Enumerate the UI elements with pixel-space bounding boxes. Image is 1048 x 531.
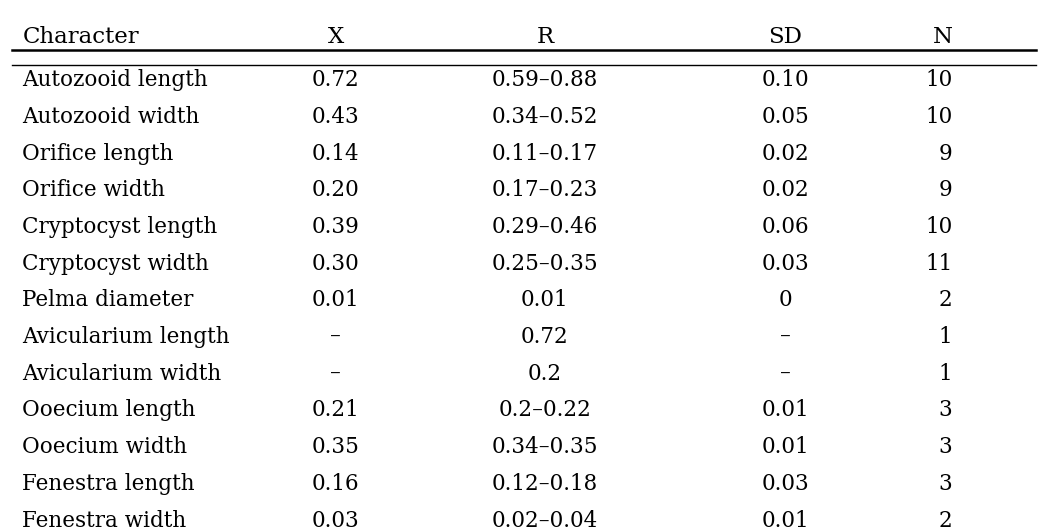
Text: 0.01: 0.01	[312, 289, 359, 312]
Text: Avicularium length: Avicularium length	[22, 326, 230, 348]
Text: 0.06: 0.06	[762, 216, 809, 238]
Text: 0.14: 0.14	[312, 143, 359, 165]
Text: 0.02–0.04: 0.02–0.04	[492, 510, 598, 531]
Text: X: X	[328, 26, 344, 48]
Text: 3: 3	[939, 436, 953, 458]
Text: 10: 10	[925, 106, 953, 128]
Text: –: –	[330, 363, 342, 385]
Text: Pelma diameter: Pelma diameter	[22, 289, 194, 312]
Text: 0.10: 0.10	[762, 70, 809, 91]
Text: 0.02: 0.02	[762, 143, 809, 165]
Text: 0.01: 0.01	[762, 510, 809, 531]
Text: 0.12–0.18: 0.12–0.18	[492, 473, 598, 495]
Text: 0.34–0.52: 0.34–0.52	[492, 106, 598, 128]
Text: 0.16: 0.16	[312, 473, 359, 495]
Text: 0.03: 0.03	[312, 510, 359, 531]
Text: –: –	[780, 326, 791, 348]
Text: N: N	[933, 26, 953, 48]
Text: 0.01: 0.01	[762, 399, 809, 422]
Text: 3: 3	[939, 399, 953, 422]
Text: 9: 9	[939, 143, 953, 165]
Text: –: –	[330, 326, 342, 348]
Text: SD: SD	[768, 26, 803, 48]
Text: Autozooid width: Autozooid width	[22, 106, 200, 128]
Text: 0.2: 0.2	[528, 363, 562, 385]
Text: 1: 1	[939, 363, 953, 385]
Text: 11: 11	[925, 253, 953, 275]
Text: 0.72: 0.72	[312, 70, 359, 91]
Text: 0.03: 0.03	[762, 253, 809, 275]
Text: Orifice length: Orifice length	[22, 143, 174, 165]
Text: 10: 10	[925, 216, 953, 238]
Text: 0.59–0.88: 0.59–0.88	[492, 70, 598, 91]
Text: 2: 2	[939, 289, 953, 312]
Text: 0.30: 0.30	[312, 253, 359, 275]
Text: 0.34–0.35: 0.34–0.35	[492, 436, 598, 458]
Text: 0.03: 0.03	[762, 473, 809, 495]
Text: 0.25–0.35: 0.25–0.35	[492, 253, 598, 275]
Text: 0.11–0.17: 0.11–0.17	[492, 143, 598, 165]
Text: Autozooid length: Autozooid length	[22, 70, 209, 91]
Text: 1: 1	[939, 326, 953, 348]
Text: Fenestra width: Fenestra width	[22, 510, 187, 531]
Text: 0.17–0.23: 0.17–0.23	[492, 179, 598, 201]
Text: 0.29–0.46: 0.29–0.46	[492, 216, 598, 238]
Text: 0.21: 0.21	[312, 399, 359, 422]
Text: 0.39: 0.39	[312, 216, 359, 238]
Text: Fenestra length: Fenestra length	[22, 473, 195, 495]
Text: Cryptocyst width: Cryptocyst width	[22, 253, 210, 275]
Text: 0.02: 0.02	[762, 179, 809, 201]
Text: 0.2–0.22: 0.2–0.22	[499, 399, 591, 422]
Text: Character: Character	[22, 26, 139, 48]
Text: 0.43: 0.43	[312, 106, 359, 128]
Text: 0: 0	[779, 289, 792, 312]
Text: 10: 10	[925, 70, 953, 91]
Text: 0.05: 0.05	[762, 106, 809, 128]
Text: 3: 3	[939, 473, 953, 495]
Text: Ooecium length: Ooecium length	[22, 399, 196, 422]
Text: 2: 2	[939, 510, 953, 531]
Text: 0.01: 0.01	[762, 436, 809, 458]
Text: Orifice width: Orifice width	[22, 179, 166, 201]
Text: 0.01: 0.01	[521, 289, 569, 312]
Text: Ooecium width: Ooecium width	[22, 436, 188, 458]
Text: R: R	[537, 26, 553, 48]
Text: 0.20: 0.20	[312, 179, 359, 201]
Text: 9: 9	[939, 179, 953, 201]
Text: 0.35: 0.35	[312, 436, 359, 458]
Text: –: –	[780, 363, 791, 385]
Text: Avicularium width: Avicularium width	[22, 363, 221, 385]
Text: 0.72: 0.72	[521, 326, 569, 348]
Text: Cryptocyst length: Cryptocyst length	[22, 216, 218, 238]
